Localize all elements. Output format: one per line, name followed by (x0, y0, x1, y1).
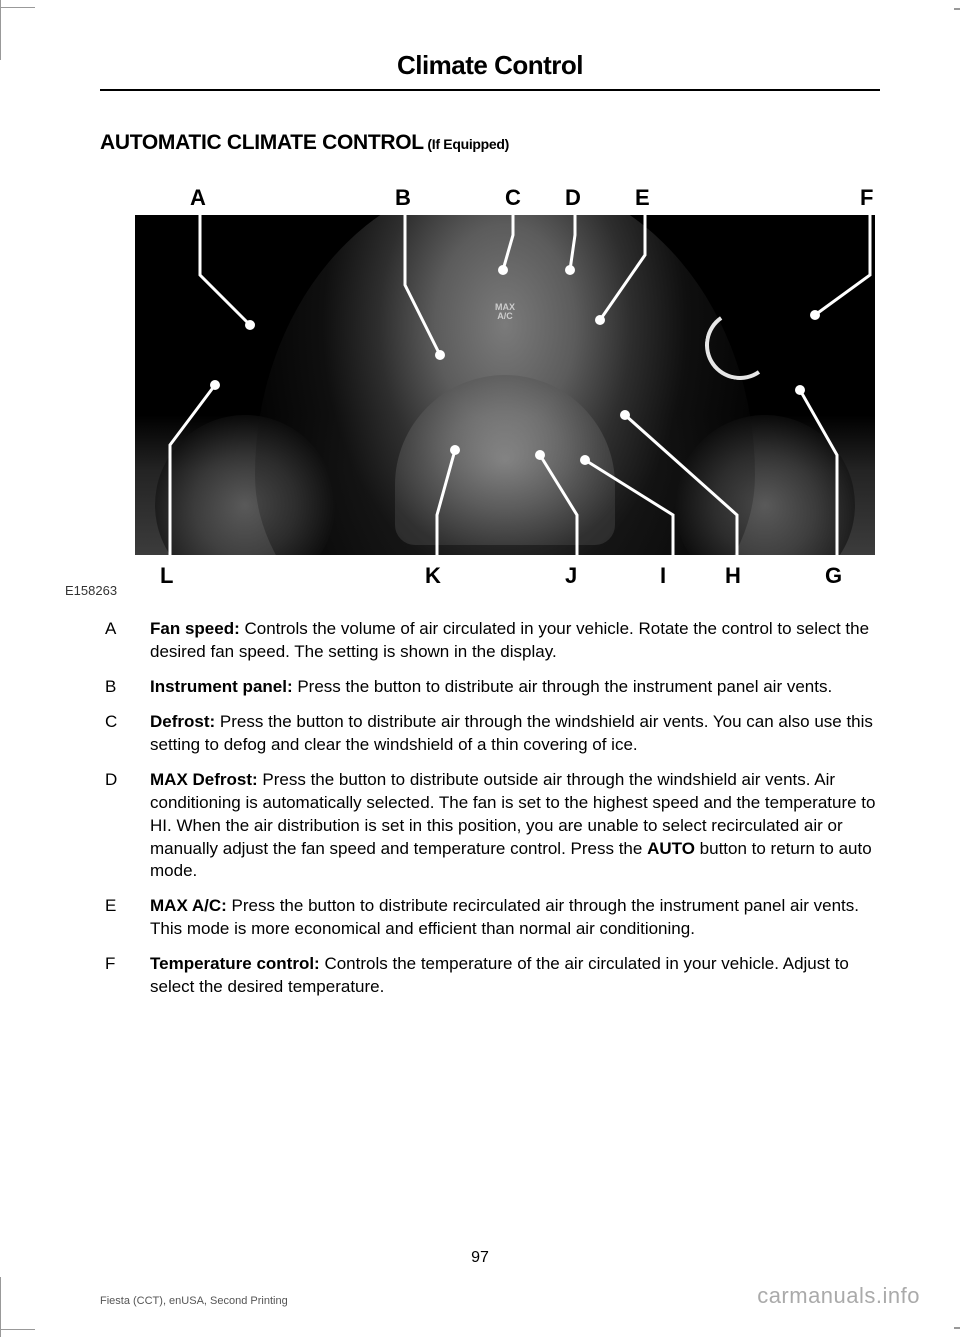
definition-term: Defrost: (150, 712, 215, 731)
definition-row-E: EMAX A/C: Press the button to distribute… (100, 895, 880, 941)
definition-text: MAX A/C: Press the button to distribute … (150, 895, 880, 941)
diagram-label-H: H (725, 563, 741, 589)
diagram-label-I: I (660, 563, 666, 589)
definition-term: MAX A/C: (150, 896, 227, 915)
definition-text: Temperature control: Controls the temper… (150, 953, 880, 999)
diagram-container: ABCDEF MAX A/C LKJIHG E158263 (105, 185, 875, 593)
definition-letter: B (100, 676, 150, 699)
crop-mark (954, 8, 960, 10)
diagram-top-labels: A B C D E F (105, 185, 875, 215)
diagram-label-C: C (505, 185, 521, 211)
page-number: 97 (0, 1249, 960, 1267)
diagram-label-D: D (565, 185, 581, 211)
inline-bold: AUTO (647, 839, 695, 858)
watermark: carmanuals.info (757, 1283, 920, 1309)
definition-term: Instrument panel: (150, 677, 293, 696)
definition-letter: C (100, 711, 150, 757)
crop-mark (0, 0, 35, 60)
section-heading-text: AUTOMATIC CLIMATE CONTROL (100, 131, 424, 154)
section-heading: AUTOMATIC CLIMATE CONTROL (If Equipped) (100, 131, 880, 155)
definition-letter: A (100, 618, 150, 664)
definition-row-A: AFan speed: Controls the volume of air c… (100, 618, 880, 664)
definition-row-D: DMAX Defrost: Press the button to distri… (100, 769, 880, 884)
definition-text: MAX Defrost: Press the button to distrib… (150, 769, 880, 884)
callout-overlay (135, 215, 875, 555)
page-header-title: Climate Control (100, 50, 880, 81)
definition-term: Fan speed: (150, 619, 240, 638)
crop-mark (0, 0, 35, 8)
crop-mark (0, 1277, 35, 1337)
definition-text: Fan speed: Controls the volume of air ci… (150, 618, 880, 664)
definition-row-C: CDefrost: Press the button to distribute… (100, 711, 880, 757)
definition-row-B: BInstrument panel: Press the button to d… (100, 676, 880, 699)
diagram-label-A: A (190, 185, 206, 211)
diagram-bottom-labels: LKJIHG (105, 563, 875, 593)
diagram-label-E: E (635, 185, 650, 211)
definition-term: MAX Defrost: (150, 770, 258, 789)
section-heading-sub: (If Equipped) (424, 136, 509, 152)
diagram-label-J: J (565, 563, 577, 589)
diagram-label-B: B (395, 185, 411, 211)
diagram-label-K: K (425, 563, 441, 589)
definition-text: Defrost: Press the button to distribute … (150, 711, 880, 757)
crop-mark (954, 1327, 960, 1329)
diagram-image: MAX A/C (135, 215, 875, 555)
footer-left: Fiesta (CCT), enUSA, Second Printing (100, 1295, 288, 1307)
crop-mark (0, 1329, 35, 1337)
figure-id: E158263 (65, 583, 117, 598)
definition-letter: E (100, 895, 150, 941)
diagram-label-F: F (860, 185, 873, 211)
definition-text: Instrument panel: Press the button to di… (150, 676, 880, 699)
definition-letter: D (100, 769, 150, 884)
diagram-label-G: G (825, 563, 842, 589)
definition-term: Temperature control: (150, 954, 320, 973)
definitions-list: AFan speed: Controls the volume of air c… (100, 618, 880, 999)
diagram-label-L: L (160, 563, 173, 589)
definition-row-F: FTemperature control: Controls the tempe… (100, 953, 880, 999)
definition-letter: F (100, 953, 150, 999)
header-rule (100, 89, 880, 91)
